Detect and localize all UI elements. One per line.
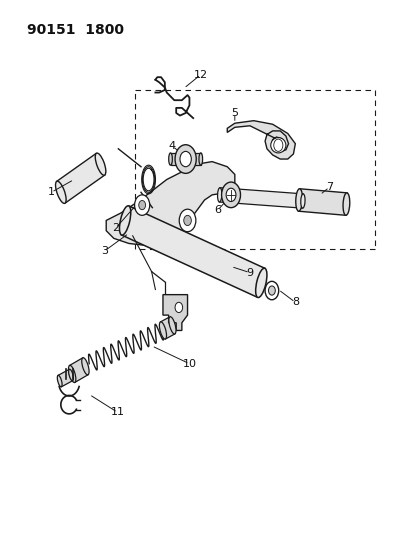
- Circle shape: [274, 139, 283, 151]
- Ellipse shape: [169, 317, 176, 334]
- Polygon shape: [227, 120, 296, 159]
- Text: 9: 9: [246, 268, 253, 278]
- Polygon shape: [106, 161, 235, 246]
- Polygon shape: [57, 154, 105, 203]
- Text: 8: 8: [292, 297, 299, 308]
- Circle shape: [180, 151, 191, 167]
- Ellipse shape: [169, 153, 172, 165]
- Circle shape: [175, 145, 196, 173]
- Circle shape: [184, 215, 191, 225]
- Text: 12: 12: [194, 70, 208, 79]
- Polygon shape: [121, 206, 265, 297]
- Ellipse shape: [69, 365, 76, 383]
- Circle shape: [268, 286, 275, 295]
- Polygon shape: [58, 369, 73, 387]
- Text: 6: 6: [214, 205, 221, 215]
- Text: 2: 2: [112, 223, 119, 233]
- Text: 11: 11: [111, 407, 125, 417]
- Circle shape: [221, 182, 240, 208]
- Ellipse shape: [119, 206, 131, 235]
- Ellipse shape: [256, 268, 267, 297]
- Text: 5: 5: [231, 108, 238, 118]
- Polygon shape: [219, 188, 303, 208]
- Ellipse shape: [160, 322, 167, 339]
- Circle shape: [139, 200, 145, 209]
- Text: 1: 1: [48, 187, 55, 197]
- Ellipse shape: [69, 369, 73, 381]
- Circle shape: [179, 209, 196, 232]
- Ellipse shape: [57, 375, 62, 387]
- Circle shape: [265, 281, 279, 300]
- Ellipse shape: [296, 189, 303, 211]
- Ellipse shape: [271, 138, 286, 153]
- Ellipse shape: [217, 188, 222, 202]
- Polygon shape: [69, 358, 88, 382]
- Circle shape: [135, 195, 150, 215]
- Ellipse shape: [301, 194, 305, 208]
- Ellipse shape: [95, 153, 106, 175]
- Ellipse shape: [343, 193, 350, 215]
- Polygon shape: [171, 153, 201, 165]
- Polygon shape: [163, 295, 188, 330]
- Circle shape: [226, 188, 236, 201]
- Text: 7: 7: [326, 182, 333, 192]
- Ellipse shape: [82, 358, 89, 375]
- Polygon shape: [160, 317, 175, 339]
- Ellipse shape: [56, 181, 66, 204]
- Text: 10: 10: [182, 359, 197, 369]
- Text: 3: 3: [101, 246, 108, 256]
- Ellipse shape: [199, 153, 203, 165]
- Text: 4: 4: [169, 141, 176, 151]
- Text: 90151  1800: 90151 1800: [27, 23, 124, 37]
- Circle shape: [175, 302, 183, 312]
- Polygon shape: [299, 189, 347, 215]
